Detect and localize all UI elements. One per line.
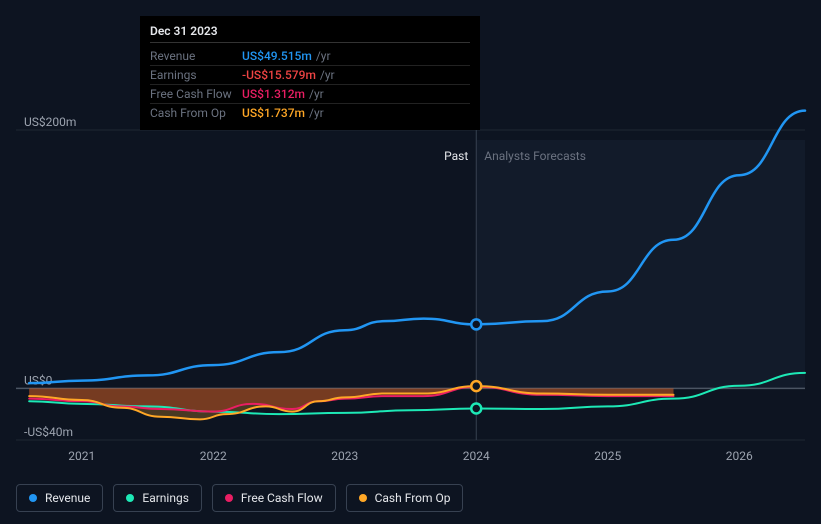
legend-label: Free Cash Flow (241, 491, 323, 505)
legend-item-fcf[interactable]: Free Cash Flow (212, 484, 336, 512)
legend-item-cfo[interactable]: Cash From Op (346, 484, 464, 512)
svg-text:Analysts Forecasts: Analysts Forecasts (484, 149, 586, 163)
tooltip-unit: /yr (316, 49, 331, 63)
svg-text:-US$40m: -US$40m (24, 425, 73, 439)
chart-tooltip: Dec 31 2023 RevenueUS$49.515m/yrEarnings… (140, 16, 480, 130)
svg-text:2025: 2025 (594, 449, 621, 463)
tooltip-key: Revenue (150, 49, 242, 63)
legend-label: Earnings (142, 491, 189, 505)
tooltip-value: US$1.312m (242, 87, 305, 101)
legend-label: Revenue (45, 491, 90, 505)
tooltip-value: US$1.737m (242, 106, 305, 120)
tooltip-date: Dec 31 2023 (150, 24, 470, 43)
legend-dot (359, 494, 367, 502)
legend-dot (29, 494, 37, 502)
tooltip-unit: /yr (320, 68, 335, 82)
legend-dot (225, 494, 233, 502)
legend-label: Cash From Op (375, 491, 451, 505)
tooltip-row: RevenueUS$49.515m/yr (150, 47, 470, 66)
tooltip-unit: /yr (309, 87, 324, 101)
svg-text:US$200m: US$200m (24, 115, 76, 129)
tooltip-value: US$49.515m (242, 49, 312, 63)
tooltip-row: Free Cash FlowUS$1.312m/yr (150, 85, 470, 104)
svg-text:2022: 2022 (200, 449, 227, 463)
svg-text:2024: 2024 (463, 449, 490, 463)
svg-text:2021: 2021 (68, 449, 95, 463)
svg-text:2023: 2023 (331, 449, 358, 463)
svg-text:US$0: US$0 (24, 373, 53, 387)
tooltip-row: Cash From OpUS$1.737m/yr (150, 104, 470, 122)
financial-chart: US$200m US$0 -US$40m 2021 2022 2023 2024 2025 20… (0, 0, 821, 524)
tooltip-key: Earnings (150, 68, 242, 82)
tooltip-unit: /yr (309, 106, 324, 120)
svg-text:2026: 2026 (726, 449, 753, 463)
legend-dot (126, 494, 134, 502)
tooltip-key: Free Cash Flow (150, 87, 242, 101)
chart-legend: Revenue Earnings Free Cash Flow Cash From O… (16, 484, 463, 512)
svg-text:Past: Past (444, 149, 468, 163)
tooltip-key: Cash From Op (150, 106, 242, 120)
legend-item-earnings[interactable]: Earnings (113, 484, 202, 512)
tooltip-value: -US$15.579m (242, 68, 316, 82)
legend-item-revenue[interactable]: Revenue (16, 484, 103, 512)
tooltip-row: Earnings-US$15.579m/yr (150, 66, 470, 85)
